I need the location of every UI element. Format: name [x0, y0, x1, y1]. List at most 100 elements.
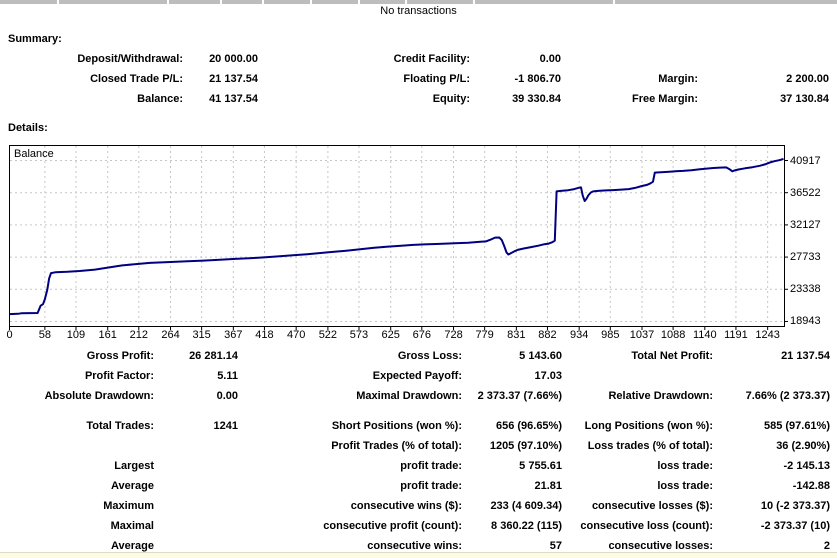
stat-value: 1241: [213, 420, 238, 432]
details-row: Average consecutive wins: 57 consecutive lo…: [0, 540, 837, 554]
details-row: Largest profit trade: 5 755.61 loss trade: -…: [0, 460, 837, 474]
details-row: Average profit trade: 21.81 loss trade: -142…: [0, 480, 837, 494]
stat-value: 36 (2.90%): [776, 440, 830, 452]
x-axis-label: 625: [381, 329, 400, 341]
details-row: Maximum consecutive wins ($): 233 (4 609.3…: [0, 500, 837, 514]
column-separator: [358, 0, 360, 4]
column-separator: [405, 0, 407, 4]
y-axis-label: 23338: [790, 283, 821, 296]
chart-border: [9, 145, 785, 327]
x-axis-label: 161: [98, 329, 117, 341]
stat-label: Total Net Profit:: [631, 350, 713, 362]
x-axis-label: 1140: [692, 329, 717, 341]
stat-value: 20 000.00: [209, 53, 258, 65]
x-axis-label: 418: [255, 329, 274, 341]
stat-value: 21.81: [534, 480, 562, 492]
column-separator: [220, 0, 222, 4]
stat-label: Balance:: [137, 93, 183, 105]
stat-value: 5 143.60: [519, 350, 562, 362]
stat-value: -2 145.13: [783, 460, 830, 472]
chart-series-label: Balance: [14, 148, 54, 160]
stat-label: Margin:: [658, 73, 698, 85]
x-axis-label: 573: [349, 329, 369, 341]
no-transactions-text: No transactions: [380, 5, 457, 17]
balance-line: [9, 157, 784, 316]
x-axis-label: 779: [475, 329, 494, 341]
stat-label: consecutive profit (count):: [323, 520, 462, 532]
stat-value: 585 (97.61%): [763, 420, 830, 432]
x-axis-label: 315: [192, 329, 211, 341]
stat-value: 17.03: [534, 370, 562, 382]
column-separator: [473, 0, 475, 4]
stat-value: 21 137.54: [209, 73, 258, 85]
stat-value: 21 137.54: [781, 350, 830, 362]
stat-label: Short Positions (won %):: [331, 420, 462, 432]
stat-value: -1 806.70: [514, 73, 561, 85]
x-axis-label: 985: [601, 329, 620, 341]
stat-label: consecutive losses:: [608, 540, 713, 552]
stat-label: Deposit/Withdrawal:: [77, 53, 183, 65]
stat-label: Closed Trade P/L:: [90, 73, 183, 85]
details-heading: Details:: [8, 122, 48, 134]
details-row: Profit Factor: 5.11 Expected Payoff: 17.03: [0, 370, 837, 384]
stat-value: 41 137.54: [209, 93, 258, 105]
x-axis-label: 934: [569, 329, 589, 341]
stat-label: Profit Trades (% of total):: [331, 440, 462, 452]
stat-label: Expected Payoff:: [372, 370, 462, 382]
stat-value: 57: [549, 540, 562, 552]
stat-value: 5.11: [217, 370, 238, 382]
stat-label: Profit Factor:: [84, 370, 154, 382]
stat-value: 8 360.22 (115): [491, 520, 562, 532]
stat-label: profit trade:: [400, 460, 462, 472]
summary-row: Deposit/Withdrawal: 20 000.00 Credit Facil…: [0, 53, 837, 67]
stat-label: consecutive wins ($):: [350, 500, 462, 512]
stat-label: consecutive loss (count):: [580, 520, 713, 532]
stat-label: Credit Facility:: [393, 53, 470, 65]
stat-value: 0.00: [216, 390, 238, 402]
stat-label: loss trade:: [657, 460, 713, 472]
x-axis-label: 1191: [724, 329, 748, 341]
stat-label: Loss trades (% of total):: [587, 440, 713, 452]
stat-label: Largest: [114, 460, 154, 472]
stat-label: Average: [110, 480, 154, 492]
details-row: Gross Profit: 26 281.14 Gross Loss: 5 143.6…: [0, 350, 837, 364]
stat-value: 5 755.61: [519, 460, 562, 472]
stat-label: Relative Drawdown:: [608, 390, 713, 402]
x-axis-label: 676: [412, 329, 431, 341]
details-row: Total Trades: 1241 Short Positions (won %)…: [0, 420, 837, 434]
stat-label: Gross Loss:: [397, 350, 462, 362]
column-separator: [167, 0, 169, 4]
stat-label: Absolute Drawdown:: [44, 390, 154, 402]
stat-value: 37 130.84: [780, 93, 829, 105]
details-row: Maximal consecutive profit (count): 8 360.…: [0, 520, 837, 534]
stat-label: loss trade:: [657, 480, 713, 492]
x-axis-label: 470: [286, 329, 306, 341]
stat-label: Maximal Drawdown:: [356, 390, 462, 402]
stat-label: Long Positions (won %):: [584, 420, 713, 432]
x-axis-label: 109: [66, 329, 86, 341]
column-separator: [310, 0, 312, 4]
x-axis-label: 1037: [629, 329, 655, 341]
stat-value: 656 (96.65%): [495, 420, 562, 432]
x-axis-label: 1243: [755, 329, 780, 341]
y-axis-label: 40917: [790, 154, 821, 167]
x-axis-label: 212: [129, 329, 148, 341]
stat-value: -2 373.37 (10): [760, 520, 830, 532]
stat-label: Average: [110, 540, 154, 552]
stat-label: consecutive losses ($):: [591, 500, 713, 512]
summary-row: Balance: 41 137.54 Equity: 39 330.84 Free Ma…: [0, 93, 837, 107]
stat-label: Floating P/L:: [403, 73, 470, 85]
summary-heading: Summary:: [8, 33, 62, 45]
stat-label: consecutive wins:: [367, 540, 462, 552]
stat-label: Free Margin:: [631, 93, 698, 105]
details-row: Absolute Drawdown: 0.00 Maximal Drawdown: 2…: [0, 390, 837, 404]
stat-label: Maximal: [110, 520, 154, 532]
x-axis-label: 882: [538, 329, 557, 341]
column-separator: [613, 0, 615, 4]
stat-value: 39 330.84: [512, 93, 561, 105]
x-axis-label: 264: [161, 329, 180, 341]
stat-label: Equity:: [432, 93, 470, 105]
x-axis-label: 522: [318, 329, 338, 341]
y-axis-label: 36522: [790, 186, 821, 199]
